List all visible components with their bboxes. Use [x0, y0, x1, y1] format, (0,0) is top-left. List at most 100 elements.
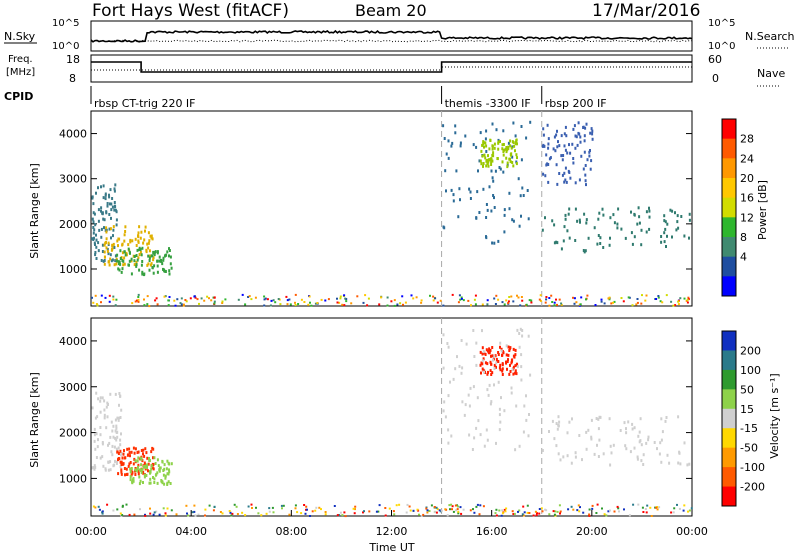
data-cell	[469, 197, 472, 200]
data-cell	[104, 468, 107, 472]
data-cell	[354, 508, 356, 511]
data-cell	[108, 441, 111, 445]
data-cell	[557, 452, 560, 456]
data-cell	[114, 304, 117, 307]
data-cell	[133, 263, 136, 267]
data-cell	[580, 154, 583, 158]
data-cell	[104, 255, 106, 259]
data-cell	[130, 257, 133, 261]
data-cell	[507, 300, 510, 303]
data-cell	[230, 514, 233, 517]
data-cell	[128, 447, 131, 451]
data-cell	[127, 247, 130, 251]
data-cell	[680, 215, 683, 218]
data-cell	[268, 510, 271, 513]
data-cell	[558, 420, 561, 424]
data-cell	[594, 304, 597, 306]
data-cell	[263, 304, 266, 307]
data-cell	[512, 164, 515, 168]
data-cell	[132, 462, 135, 466]
data-cell	[612, 443, 615, 447]
data-cell	[659, 441, 662, 445]
data-cell	[487, 164, 490, 168]
data-cell	[193, 510, 196, 513]
data-cell	[520, 296, 523, 298]
data-cell	[156, 259, 159, 263]
data-cell	[378, 303, 381, 306]
data-cell	[103, 243, 106, 247]
data-cell	[94, 294, 97, 297]
data-cell	[509, 160, 512, 164]
data-cell	[588, 514, 591, 517]
data-cell	[114, 183, 117, 187]
data-cell	[107, 241, 110, 245]
data-cell	[481, 367, 484, 371]
data-cell	[589, 149, 591, 152]
data-cell	[455, 509, 457, 512]
data-cell	[472, 508, 474, 511]
data-cell	[476, 396, 479, 400]
data-cell	[495, 357, 498, 361]
data-cell	[127, 243, 130, 247]
data-cell	[508, 296, 511, 298]
data-cell	[139, 468, 142, 472]
data-cell	[269, 304, 272, 307]
data-cell	[251, 507, 253, 509]
data-cell	[552, 510, 555, 513]
data-cell	[599, 242, 602, 245]
data-cell	[514, 348, 517, 352]
data-cell	[426, 511, 429, 514]
data-cell	[510, 361, 513, 365]
data-cell	[101, 441, 104, 444]
data-cell	[94, 223, 97, 227]
data-cell	[576, 509, 579, 512]
data-cell	[489, 360, 492, 364]
colorbar-swatch	[722, 178, 736, 199]
data-cell	[672, 511, 675, 514]
data-cell	[493, 383, 495, 387]
data-cell	[477, 419, 480, 423]
data-cell	[117, 244, 119, 248]
data-cell	[458, 187, 461, 191]
data-cell	[120, 408, 123, 412]
data-cell	[123, 467, 126, 470]
data-cell	[520, 125, 523, 128]
data-cell	[553, 513, 556, 516]
data-cell	[522, 194, 525, 197]
data-cell	[474, 303, 477, 306]
data-cell	[499, 167, 502, 171]
data-cell	[564, 166, 567, 170]
data-cell	[224, 298, 227, 301]
data-cell	[462, 299, 465, 302]
data-cell	[467, 299, 470, 302]
data-cell	[624, 236, 627, 240]
data-cell	[107, 460, 110, 464]
data-cell	[679, 297, 682, 300]
colorbar-swatch	[722, 369, 736, 390]
data-cell	[294, 304, 297, 306]
data-cell	[486, 303, 489, 306]
data-cell	[137, 293, 140, 296]
data-cell	[458, 294, 461, 297]
data-cell	[168, 272, 171, 276]
data-cell	[574, 451, 577, 455]
data-cell	[677, 415, 680, 419]
data-cell	[95, 432, 98, 436]
data-cell	[496, 157, 499, 161]
data-cell	[568, 236, 571, 240]
data-cell	[605, 514, 608, 517]
data-cell	[602, 452, 605, 456]
data-cell	[167, 461, 170, 465]
data-cell	[497, 353, 500, 356]
data-cell	[525, 136, 528, 140]
data-cell	[165, 467, 168, 471]
data-cell	[491, 346, 494, 349]
data-cell	[107, 468, 110, 472]
data-cell	[122, 452, 125, 456]
data-cell	[520, 378, 523, 382]
data-cell	[512, 513, 515, 515]
data-cell	[263, 298, 266, 301]
data-cell	[105, 246, 108, 250]
data-cell	[115, 426, 118, 430]
data-cell	[254, 296, 257, 299]
